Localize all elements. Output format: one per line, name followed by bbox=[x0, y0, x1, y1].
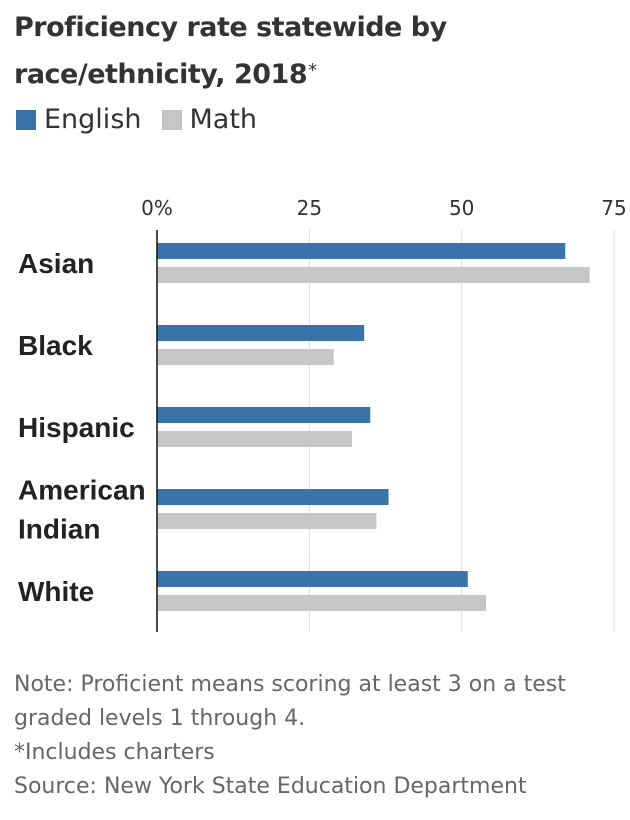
source-line: Source: New York State Education Departm… bbox=[14, 774, 527, 799]
legend-swatch-english bbox=[16, 109, 36, 130]
chart-title: Proficiency rate statewide by race/ethni… bbox=[14, 6, 614, 96]
bar-math bbox=[157, 513, 377, 529]
bar-chart: 0% 25 50 75 Asian Black Hispanic American Indian… bbox=[18, 196, 627, 632]
chart-notes: Note: Proficient means scoring at least … bbox=[14, 668, 614, 804]
bar-english bbox=[157, 407, 371, 423]
bar-english bbox=[157, 243, 566, 259]
bar-english bbox=[157, 489, 389, 505]
note-line: graded levels 1 through 4. bbox=[14, 706, 306, 731]
legend-swatch-math bbox=[161, 109, 182, 130]
category-label: Hispanic bbox=[18, 412, 135, 443]
chart-title-text: Proficiency rate statewide by race/ethni… bbox=[14, 12, 447, 90]
x-tick-label: 75 bbox=[601, 196, 626, 220]
category-label: American bbox=[18, 475, 146, 506]
bar-math bbox=[157, 349, 334, 365]
x-tick-label: 25 bbox=[297, 196, 322, 220]
bar-math bbox=[157, 431, 352, 447]
legend: English Math bbox=[16, 104, 277, 135]
category-label: White bbox=[18, 576, 94, 607]
legend-label-math: Math bbox=[189, 104, 258, 135]
x-tick-label: 0% bbox=[141, 196, 173, 220]
legend-item-math: Math bbox=[161, 104, 258, 135]
category-label: Asian bbox=[18, 248, 94, 279]
footnote-line: *Includes charters bbox=[14, 740, 215, 765]
bar-english bbox=[157, 571, 468, 587]
legend-label-english: English bbox=[44, 104, 142, 135]
bar-english bbox=[157, 325, 365, 341]
title-footnote-marker: * bbox=[308, 60, 317, 81]
x-tick-label: 50 bbox=[449, 196, 474, 220]
bar-math bbox=[157, 267, 590, 283]
category-label: Indian bbox=[18, 514, 100, 545]
note-line: Note: Proficient means scoring at least … bbox=[14, 672, 566, 697]
legend-item-english: English bbox=[16, 104, 142, 135]
bar-math bbox=[157, 595, 487, 611]
category-label: Black bbox=[18, 330, 93, 361]
